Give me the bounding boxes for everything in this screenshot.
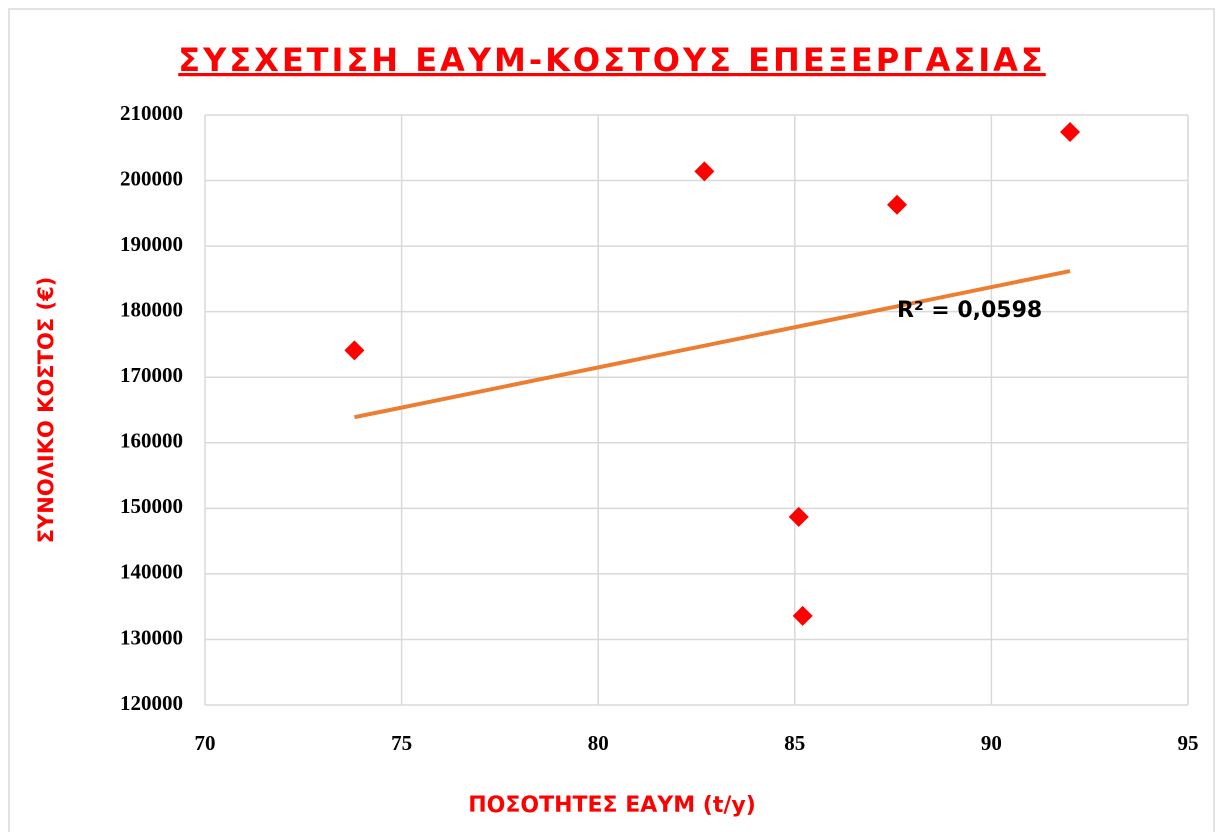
x-tick-label: 80 [588, 731, 609, 755]
y-axis-label: ΣΥΝΟΛΙΚΟ ΚΟΣΤΟΣ (€) [34, 277, 58, 544]
scatter-point [1060, 122, 1081, 143]
scatter-point [694, 161, 715, 182]
y-tick-label: 190000 [120, 232, 183, 256]
trendline [354, 269, 1071, 420]
x-tick-label: 75 [391, 731, 412, 755]
y-tick-label: 170000 [120, 363, 183, 387]
y-tick-label: 120000 [120, 691, 183, 715]
y-tick-label: 200000 [120, 166, 183, 190]
y-tick-label: 210000 [120, 101, 183, 125]
trendline-label: R² = 0,0598 [897, 298, 1042, 323]
scatter-point [887, 194, 908, 215]
y-tick-label: 160000 [120, 429, 183, 453]
x-tick-label: 90 [981, 731, 1002, 755]
y-tick-label: 180000 [120, 297, 183, 321]
x-axis-label: ΠΟΣΟΤΗΤΕΣ ΕΑΥΜ (t/y) [468, 793, 756, 818]
scatter-point [792, 605, 813, 626]
y-tick-label: 140000 [120, 560, 183, 584]
scatter-point [788, 506, 809, 527]
x-tick-label: 70 [195, 731, 216, 755]
chart-border [8, 8, 1215, 832]
chart-title: ΣΥΣΧΕΤΙΣΗ ΕΑΥΜ-ΚΟΣΤΟΥΣ ΕΠΕΞΕΡΓΑΣΙΑΣ [178, 41, 1046, 79]
x-tick-label: 95 [1178, 731, 1199, 755]
x-tick-label: 85 [784, 731, 805, 755]
scatter-point [344, 340, 365, 361]
y-tick-label: 150000 [120, 494, 183, 518]
y-tick-label: 130000 [120, 625, 183, 649]
